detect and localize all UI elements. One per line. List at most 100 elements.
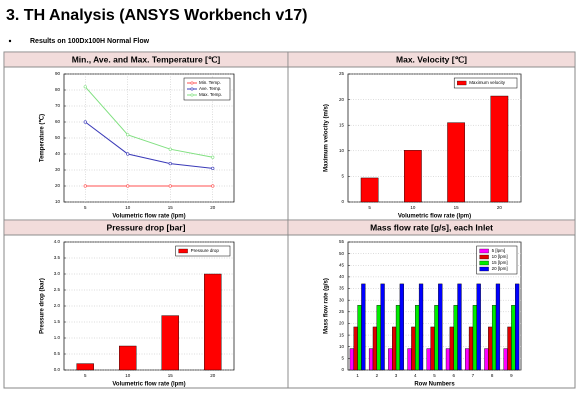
bar [468,326,474,371]
data-point [168,147,172,151]
bar [368,348,374,371]
bar [476,283,481,371]
data-point [83,120,87,124]
bar [411,326,416,371]
x-tick-label: 7 [472,373,475,378]
y-tick-label: 80 [55,87,61,92]
x-tick-label: 15 [168,373,174,378]
bar [503,348,508,371]
x-tick-label: 20 [210,205,216,210]
data-point [126,184,130,188]
y-tick-label: 60 [55,119,61,124]
legend-swatch [479,254,489,260]
y-tick-label: 15 [339,122,345,127]
bar [430,326,435,371]
y-tick-label: 25 [339,71,345,76]
bar [438,283,443,371]
bar [445,348,451,371]
x-tick-label: 5 [84,205,87,210]
y-tick-label: 0.5 [54,351,61,356]
x-tick-label: 20 [210,373,216,378]
data-point [126,152,130,156]
bar [361,283,366,371]
bar [76,363,94,371]
bullet-text: Results on 100Dx100H Normal Flow [30,38,150,45]
y-tick-label: 5 [341,174,344,179]
bar [507,326,512,371]
y-tick-label: 0.0 [54,367,61,372]
bar [491,305,497,371]
y-tick-label: 4.0 [54,239,61,244]
data-point [211,166,215,170]
legend-swatch [178,248,188,254]
y-tick-label: 50 [339,251,345,256]
x-tick-label: 10 [410,205,416,210]
bar [457,283,462,371]
x-axis-label: Volumetric flow rate (lpm) [112,214,185,220]
bar [426,348,431,371]
data-point [211,155,215,159]
y-tick-label: 2.0 [54,303,61,308]
y-tick-label: 35 [339,286,345,291]
bar [357,305,362,371]
legend-label: Min. Temp. [199,80,221,85]
legend-label: Maximum velocity [469,80,506,85]
y-tick-label: 20 [339,97,345,102]
bar [353,326,358,371]
x-tick-label: 10 [125,373,131,378]
bar [488,326,493,371]
x-tick-label: 20 [497,205,503,210]
data-point [168,162,172,166]
data-point [83,184,87,188]
y-tick-label: 3.5 [54,255,61,260]
y-axis-label: Pressure drop (bar) [40,278,46,334]
data-point [211,184,215,188]
y-axis-label: Temperature (℃) [39,114,46,162]
bar [484,348,489,371]
y-tick-label: 20 [55,183,61,188]
bar [372,326,378,371]
y-tick-label: 55 [339,239,345,244]
legend-marker [190,93,194,97]
x-tick-label: 10 [125,205,131,210]
y-axis-label: Maximum velocity (m/s) [324,104,330,172]
bar [415,305,420,371]
x-axis-label: Volumetric flow rate (lpm) [112,382,185,388]
series-line [84,86,213,158]
bar [349,348,354,371]
legend-marker [190,81,194,85]
y-tick-label: 5 [341,356,344,361]
bar [161,315,179,371]
y-tick-label: 10 [55,199,61,204]
x-tick-label: 5 [368,205,371,210]
legend-label: 5 [lpm] [492,248,506,253]
legend-label: 10 [lpm] [492,254,508,259]
legend-box [453,77,518,89]
data-point [126,133,130,137]
legend-label: Max. Temp. [199,92,222,97]
bullet-dot [8,39,12,43]
y-tick-label: 1.5 [54,319,61,324]
legend-box [175,245,231,257]
legend-swatch [457,80,467,86]
series-line [84,121,213,169]
y-tick-label: 40 [339,274,345,279]
x-tick-label: 5 [84,373,87,378]
bar [380,283,385,371]
y-tick-label: 20 [339,321,345,326]
bar [490,95,509,203]
legend-label: Pressure drop [191,248,220,253]
x-tick-label: 6 [452,373,455,378]
chart-title: Pressure drop [bar] [107,222,186,232]
data-point [83,85,87,89]
y-tick-label: 1.0 [54,335,61,340]
bar [407,348,412,371]
bar [395,305,401,371]
bar [495,283,501,371]
y-axis-label: Mass flow rate (g/s) [324,278,330,334]
legend-swatch [479,260,489,266]
bar [515,283,520,371]
bar [453,305,458,371]
